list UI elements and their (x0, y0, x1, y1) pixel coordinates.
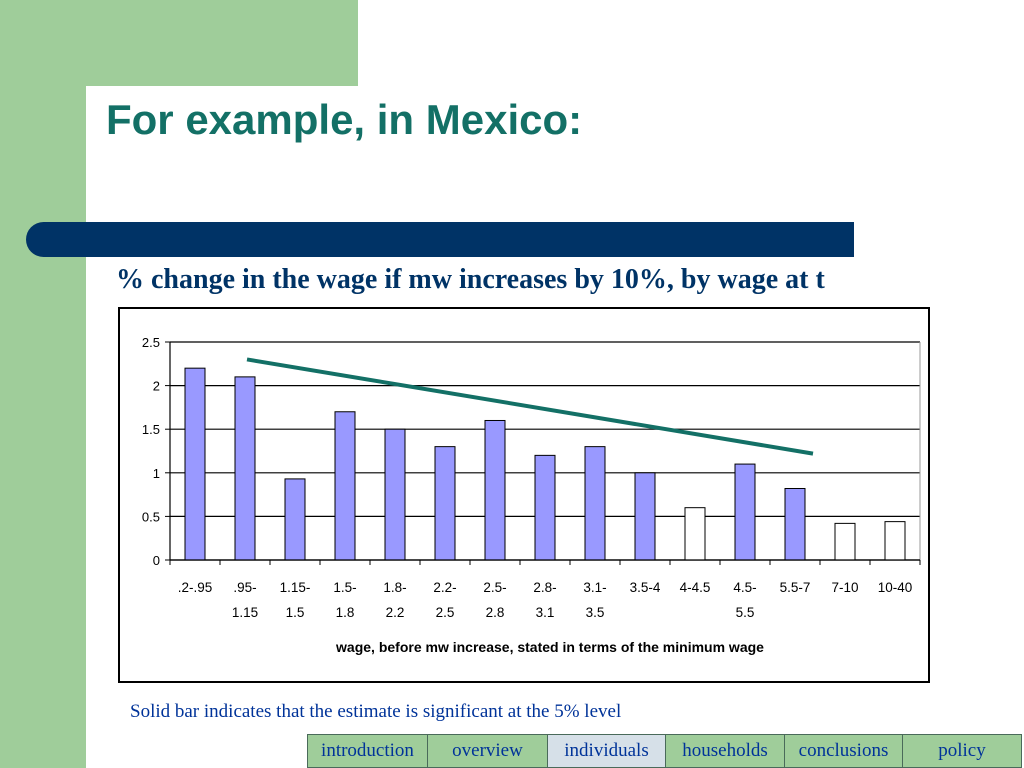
chart-frame: 0 0.5 1 1.5 2 2.5 .2-.95 .95-1.15 1.15-1.5 1.5-1.… (118, 307, 930, 683)
x-tick-label: 3.1-3.5 (583, 580, 606, 620)
y-tick-label: 0.5 (142, 509, 160, 524)
x-tick-label: 4-4.5 (680, 580, 711, 595)
bar (534, 454, 556, 561)
bar (234, 376, 256, 561)
significance-footnote: Solid bar indicates that the estimate is… (130, 701, 622, 722)
nav-button-introduction[interactable]: introduction (307, 734, 427, 768)
bar (834, 522, 856, 561)
bar (734, 463, 756, 561)
slide-navigation: introduction overview individuals household… (307, 734, 1022, 768)
title-divider-bar (26, 222, 854, 257)
x-tick-label: 2.2-2.5 (433, 580, 456, 620)
slide-title: For example, in Mexico: (106, 96, 583, 143)
bar (484, 419, 506, 561)
y-tick-label: 1.5 (142, 422, 160, 437)
y-tick-label: 1 (153, 466, 160, 481)
x-tick-label: 3.5-4 (630, 580, 661, 595)
x-axis-label: wage, before mw increase, stated in term… (335, 639, 764, 655)
nav-button-households[interactable]: households (665, 734, 784, 768)
bar (634, 472, 656, 561)
bar (384, 428, 406, 561)
x-tick-label: 7-10 (831, 580, 858, 595)
x-tick-label: .2-.95 (178, 580, 213, 595)
x-tick-label: 5.5-7 (780, 580, 811, 595)
x-tick-label: 1.15-1.5 (280, 580, 311, 620)
bar (784, 487, 806, 561)
nav-button-individuals[interactable]: individuals (547, 734, 665, 768)
bar-chart: 0 0.5 1 1.5 2 2.5 .2-.95 .95-1.15 1.15-1.5 1.5-1.… (142, 335, 921, 655)
chart-subtitle: % change in the wage if mw increases by … (116, 264, 825, 295)
x-tick-label: .95-1.15 (232, 580, 258, 620)
y-tick-label: 2.5 (142, 335, 160, 350)
green-accent-left (0, 0, 86, 768)
x-tick-label: 2.5-2.8 (483, 580, 506, 620)
bar (284, 478, 306, 561)
x-tick-label: 1.5-1.8 (333, 580, 356, 620)
nav-button-overview[interactable]: overview (427, 734, 547, 768)
x-tick-label: 1.8-2.2 (383, 580, 406, 620)
nav-button-conclusions[interactable]: conclusions (784, 734, 902, 768)
y-tick-label: 0 (153, 553, 160, 568)
x-tick-label: 2.8-3.1 (533, 580, 556, 620)
x-tick-label: 10-40 (878, 580, 913, 595)
bar (434, 446, 456, 561)
y-tick-label: 2 (153, 379, 160, 394)
bar (884, 521, 906, 561)
x-tick-label: 4.5-5.5 (733, 580, 756, 620)
bar (184, 367, 206, 561)
trend-line (246, 357, 814, 456)
bar (334, 411, 356, 561)
bar (584, 446, 606, 561)
nav-button-policy[interactable]: policy (902, 734, 1022, 768)
bar (684, 507, 706, 561)
